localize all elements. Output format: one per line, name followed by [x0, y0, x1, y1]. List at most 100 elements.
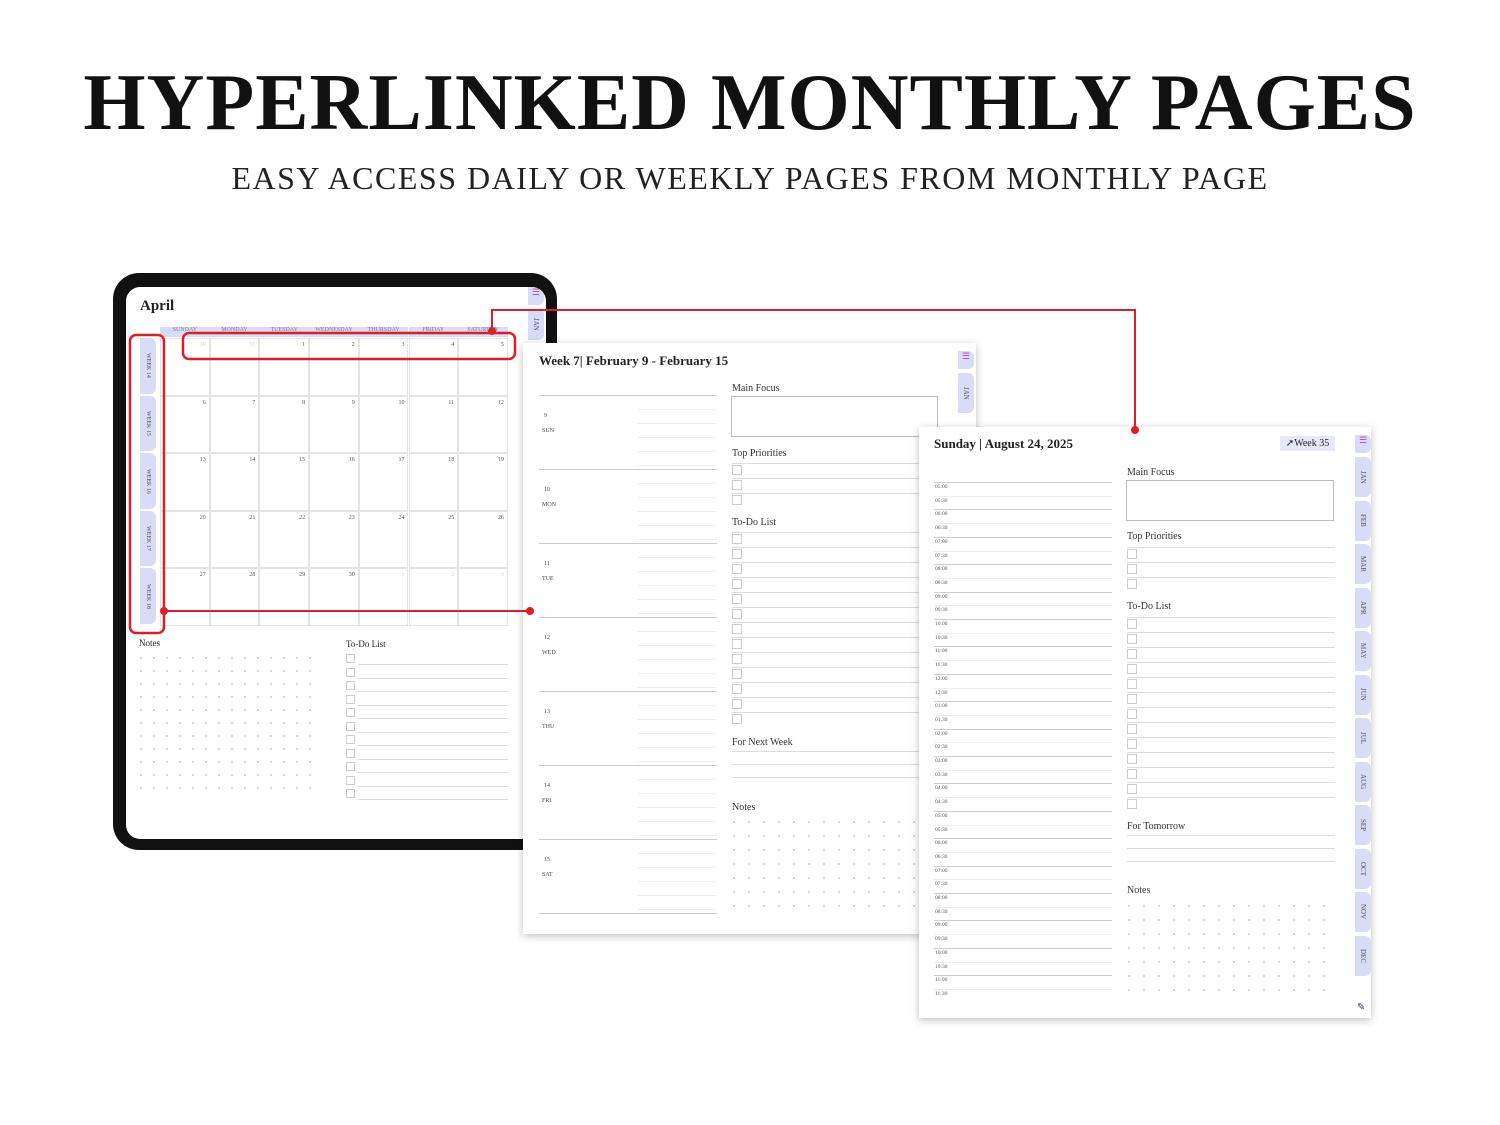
day-cell[interactable]: 27 — [160, 568, 210, 626]
menu-icon[interactable]: ☰ — [1355, 435, 1371, 453]
main-focus-input[interactable] — [731, 396, 938, 437]
time-label[interactable]: 11:00 — [935, 977, 948, 984]
month-tab-jan[interactable]: JAN — [1355, 457, 1371, 497]
priority-checkbox[interactable] — [732, 465, 742, 475]
day-cell[interactable]: 2 — [309, 338, 359, 396]
day-cell[interactable]: 12 — [458, 395, 508, 454]
time-label[interactable]: 09:30 — [935, 936, 948, 943]
todo-checkbox[interactable] — [346, 762, 355, 771]
time-label[interactable]: 04:30 — [935, 799, 948, 806]
day-cell[interactable]: 29 — [259, 568, 310, 626]
time-label[interactable]: 03:30 — [935, 771, 948, 778]
priority-checkbox[interactable] — [1127, 579, 1137, 589]
day-cell[interactable]: 21 — [209, 510, 260, 569]
day-cell[interactable]: 3 — [358, 338, 409, 396]
time-label[interactable]: 06:00 — [935, 840, 948, 847]
todo-checkbox[interactable] — [732, 714, 742, 724]
week-tab[interactable]: WEEK 15 — [140, 395, 156, 452]
time-label[interactable]: 07:30 — [935, 881, 948, 888]
day-cell[interactable]: 2 — [408, 568, 459, 626]
todo-checkbox[interactable] — [732, 579, 742, 589]
day-name[interactable]: SUN — [542, 428, 555, 434]
todo-checkbox[interactable] — [732, 699, 742, 709]
time-label[interactable]: 11:30 — [935, 662, 948, 669]
todo-checkbox[interactable] — [1127, 649, 1137, 659]
todo-checkbox[interactable] — [732, 654, 742, 664]
day-cell[interactable]: 6 — [160, 395, 210, 454]
time-label[interactable]: 11:30 — [935, 990, 948, 997]
time-label[interactable]: 10:30 — [935, 963, 948, 970]
todo-checkbox[interactable] — [1127, 754, 1137, 764]
todo-checkbox[interactable] — [346, 721, 355, 731]
time-label[interactable]: 10:00 — [935, 621, 948, 627]
day-cell[interactable]: 1 — [259, 338, 310, 396]
day-name[interactable]: FRI — [542, 798, 552, 804]
day-name[interactable]: WED — [542, 650, 556, 656]
month-tab-jul[interactable]: JUL — [1355, 718, 1371, 758]
todo-checkbox[interactable] — [732, 669, 742, 679]
time-label[interactable]: 07:00 — [935, 867, 948, 874]
todo-checkbox[interactable] — [732, 624, 742, 634]
day-cell[interactable]: 25 — [408, 510, 459, 569]
day-cell[interactable]: 30 — [160, 338, 210, 396]
day-cell[interactable]: 20 — [160, 510, 210, 569]
todo-checkbox[interactable] — [732, 639, 742, 649]
time-label[interactable]: 06:00 — [935, 511, 948, 518]
menu-icon[interactable]: ☰ — [528, 287, 544, 305]
month-tab-nov[interactable]: NOV — [1355, 892, 1371, 932]
time-label[interactable]: 05:00 — [935, 484, 948, 490]
day-cell[interactable]: 16 — [309, 453, 359, 511]
month-tab-may[interactable]: MAY — [1355, 631, 1371, 671]
day-cell[interactable]: 23 — [309, 510, 359, 569]
time-label[interactable]: 10:30 — [935, 634, 948, 641]
todo-checkbox[interactable] — [346, 681, 355, 690]
todo-checkbox[interactable] — [1127, 739, 1137, 749]
day-name[interactable]: MON — [542, 502, 557, 508]
todo-checkbox[interactable] — [346, 775, 355, 785]
day-cell[interactable]: 13 — [160, 453, 210, 511]
month-tab-dec[interactable]: DEC — [1355, 935, 1371, 976]
time-label[interactable]: 02:30 — [935, 744, 948, 751]
time-label[interactable]: 06:30 — [935, 525, 948, 532]
time-label[interactable]: 01:30 — [935, 716, 948, 723]
day-cell[interactable]: 28 — [209, 568, 260, 626]
todo-checkbox[interactable] — [732, 609, 742, 619]
todo-checkbox[interactable] — [732, 594, 742, 604]
main-focus-input[interactable] — [1126, 480, 1334, 521]
time-label[interactable]: 12:30 — [935, 689, 948, 696]
todo-checkbox[interactable] — [346, 789, 355, 798]
todo-checkbox[interactable] — [1127, 679, 1137, 689]
month-tab-jan[interactable]: JAN — [958, 373, 974, 413]
day-cell[interactable]: 22 — [259, 510, 310, 569]
todo-checkbox[interactable] — [732, 549, 742, 559]
day-name[interactable]: SAT — [542, 872, 553, 878]
month-tab-feb[interactable]: FEB — [1355, 500, 1371, 541]
day-cell[interactable]: 19 — [458, 453, 508, 511]
time-label[interactable]: 09:30 — [935, 607, 948, 614]
month-tab-jan[interactable]: JAN — [528, 309, 544, 340]
week-tab[interactable]: WEEK 18 — [140, 568, 156, 624]
todo-checkbox[interactable] — [1127, 709, 1137, 719]
day-cell[interactable]: 17 — [358, 453, 409, 511]
week-link-button[interactable]: ➚Week 35 — [1280, 436, 1335, 451]
time-label[interactable]: 05:00 — [935, 812, 948, 819]
day-cell[interactable]: 9 — [309, 395, 359, 454]
priority-checkbox[interactable] — [732, 495, 742, 505]
priority-checkbox[interactable] — [732, 480, 742, 490]
time-label[interactable]: 11:00 — [935, 648, 948, 655]
time-label[interactable]: 08:30 — [935, 908, 948, 915]
todo-checkbox[interactable] — [1127, 694, 1137, 704]
month-tab-mar[interactable]: MAR — [1355, 544, 1371, 584]
time-label[interactable]: 09:00 — [935, 922, 948, 929]
week-tab[interactable]: WEEK 16 — [140, 453, 156, 509]
todo-checkbox[interactable] — [1127, 724, 1137, 734]
time-label[interactable]: 05:30 — [935, 826, 948, 833]
time-label[interactable]: 08:30 — [935, 579, 948, 586]
day-cell[interactable]: 24 — [358, 510, 409, 569]
day-cell[interactable]: 5 — [458, 338, 508, 396]
priority-checkbox[interactable] — [1127, 564, 1137, 574]
day-cell[interactable]: 31 — [209, 338, 260, 396]
week-tab[interactable]: WEEK 14 — [140, 338, 156, 394]
todo-checkbox[interactable] — [732, 684, 742, 694]
todo-checkbox[interactable] — [346, 735, 355, 744]
